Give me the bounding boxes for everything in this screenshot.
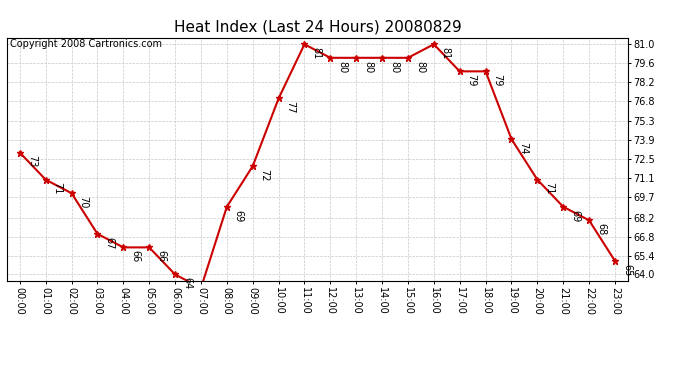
- Text: 79: 79: [493, 74, 502, 87]
- Text: 65: 65: [622, 264, 632, 276]
- Text: 71: 71: [544, 183, 554, 195]
- Text: 80: 80: [363, 61, 373, 73]
- Text: 80: 80: [415, 61, 425, 73]
- Text: 73: 73: [27, 155, 37, 168]
- Text: 72: 72: [259, 169, 270, 182]
- Text: 66: 66: [156, 250, 166, 262]
- Text: 81: 81: [311, 47, 322, 59]
- Text: 64: 64: [182, 277, 192, 290]
- Text: 80: 80: [389, 61, 399, 73]
- Text: 66: 66: [130, 250, 140, 262]
- Text: 67: 67: [104, 237, 115, 249]
- Text: 69: 69: [234, 210, 244, 222]
- Text: 69: 69: [570, 210, 580, 222]
- Text: 70: 70: [79, 196, 88, 208]
- Text: 80: 80: [337, 61, 347, 73]
- Text: 79: 79: [466, 74, 477, 87]
- Text: 74: 74: [518, 142, 529, 154]
- Text: 71: 71: [52, 183, 63, 195]
- Text: 77: 77: [286, 101, 295, 114]
- Text: 68: 68: [596, 223, 606, 236]
- Text: 81: 81: [441, 47, 451, 59]
- Text: 63: 63: [0, 374, 1, 375]
- Title: Heat Index (Last 24 Hours) 20080829: Heat Index (Last 24 Hours) 20080829: [173, 20, 462, 35]
- Text: Copyright 2008 Cartronics.com: Copyright 2008 Cartronics.com: [10, 39, 162, 49]
